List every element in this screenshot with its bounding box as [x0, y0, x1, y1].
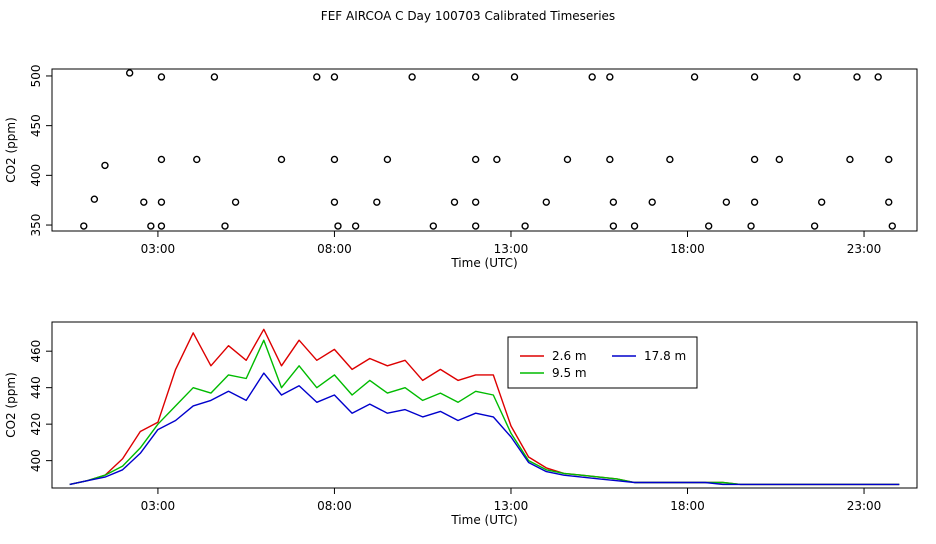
data-point: [277, 155, 286, 164]
data-point: [846, 155, 854, 164]
data-point: [510, 73, 519, 81]
x-tick-label: 18:00: [670, 242, 705, 256]
data-point: [493, 155, 501, 164]
data-point: [885, 198, 893, 206]
data-point: [471, 73, 480, 81]
data-point: [471, 222, 480, 230]
y-tick-label: 400: [29, 449, 43, 472]
data-point: [330, 155, 339, 164]
data-point: [80, 222, 88, 230]
x-axis-label: Time (UTC): [450, 256, 517, 270]
x-tick-label: 08:00: [317, 499, 352, 513]
data-point: [330, 73, 339, 81]
x-tick-label: 23:00: [847, 242, 882, 256]
panel-1: 03:00 08:00 13:00 18:00 23:00 350 400 450 500 Tim…: [4, 65, 918, 270]
x-tick-label: 18:00: [670, 499, 705, 513]
data-point: [606, 155, 614, 164]
legend: 2.6 m 9.5 m 17.8 m: [507, 336, 698, 389]
y-tick-label: 350: [29, 214, 43, 237]
data-point: [471, 155, 480, 164]
y-axis-label: CO2 (ppm): [4, 372, 18, 438]
data-point: [408, 73, 416, 81]
data-point: [542, 198, 550, 206]
y-tick-label: 450: [29, 114, 43, 137]
data-point: [157, 155, 166, 164]
legend-label: 17.8 m: [644, 349, 686, 363]
data-point: [90, 195, 99, 203]
y-tick-label: 400: [29, 164, 43, 187]
data-point: [157, 198, 166, 206]
x-tick-label: 03:00: [141, 499, 176, 513]
data-point: [690, 73, 699, 81]
data-point: [140, 198, 148, 206]
legend-label: 9.5 m: [552, 366, 587, 380]
data-point: [313, 73, 321, 81]
data-point: [373, 198, 381, 206]
chart-title: FEF AIRCOA C Day 100703 Calibrated Times…: [320, 9, 616, 23]
x-tick-label: 23:00: [847, 499, 882, 513]
data-point: [630, 222, 639, 230]
data-point: [606, 73, 614, 81]
x-tick-label: 08:00: [317, 242, 352, 256]
data-point: [231, 198, 240, 206]
x-axis-label: Time (UTC): [450, 513, 517, 527]
data-point: [157, 222, 166, 230]
legend-box: [507, 336, 698, 389]
data-point: [157, 73, 166, 81]
data-point: [210, 73, 219, 81]
y-tick-label: 460: [29, 340, 43, 363]
y-tick-label: 440: [29, 376, 43, 399]
x-tick-label: 03:00: [141, 242, 176, 256]
y-tick-label: 420: [29, 413, 43, 436]
y-axis-label: CO2 (ppm): [4, 117, 18, 183]
series-line-2-6-m: [69, 328, 900, 486]
data-point: [330, 198, 339, 206]
series-line-17-8-m: [69, 372, 900, 486]
data-point: [221, 222, 229, 230]
data-point: [609, 222, 618, 230]
data-point: [874, 73, 882, 81]
y-tick-label: 500: [29, 65, 43, 88]
data-point: [722, 198, 731, 206]
data-point: [750, 155, 759, 164]
data-point: [450, 198, 459, 206]
data-point: [429, 222, 438, 230]
data-point: [471, 198, 480, 206]
data-point: [888, 222, 896, 230]
data-point: [351, 222, 360, 230]
plot-frame: [51, 321, 918, 489]
data-point: [885, 155, 893, 164]
data-point: [563, 155, 572, 164]
data-point: [193, 155, 201, 164]
data-point: [750, 73, 759, 81]
data-point: [853, 73, 861, 81]
data-point: [704, 222, 713, 230]
data-point: [793, 73, 801, 81]
data-point: [521, 222, 529, 230]
data-point: [147, 222, 155, 230]
series-line-9-5-m: [69, 339, 900, 486]
data-point: [334, 222, 342, 230]
data-point: [666, 155, 674, 164]
x-tick-label: 13:00: [494, 499, 529, 513]
data-point: [101, 161, 109, 170]
data-point: [383, 155, 392, 164]
x-tick-label: 13:00: [494, 242, 529, 256]
data-point: [588, 73, 596, 81]
legend-label: 2.6 m: [552, 349, 587, 363]
data-point: [750, 198, 759, 206]
data-point: [648, 198, 656, 206]
data-point: [609, 198, 618, 206]
panel-2: 03:00 08:00 13:00 18:00 23:00 400 420 440 460 Tim…: [4, 321, 918, 527]
data-point: [775, 155, 784, 164]
plot-frame: [51, 68, 918, 232]
data-point: [125, 69, 134, 77]
data-point: [810, 222, 819, 230]
data-point: [817, 198, 826, 206]
data-point: [747, 222, 755, 230]
